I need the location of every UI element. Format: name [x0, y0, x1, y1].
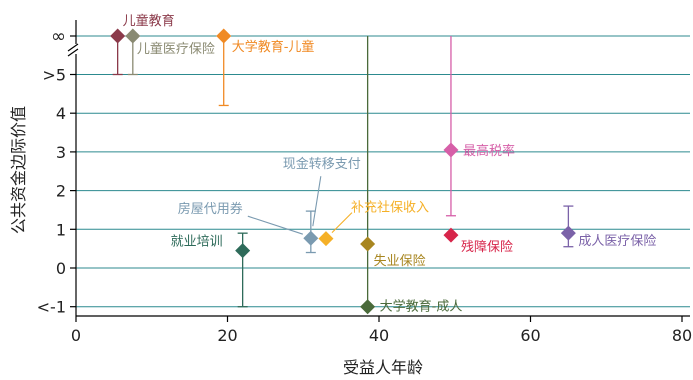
- leader-6: [331, 212, 353, 233]
- y-tick-label: ∞: [51, 26, 66, 47]
- marker-6: [318, 231, 334, 247]
- y-axis-label: 公共资金边际价值: [9, 106, 28, 234]
- marker-8: [360, 299, 376, 315]
- leader-5: [312, 176, 322, 227]
- marker-10: [443, 227, 459, 243]
- axis-break: [67, 43, 85, 57]
- marker-9: [443, 142, 459, 158]
- marker-1: [125, 28, 141, 44]
- point-label-3: 就业培训: [171, 234, 223, 250]
- point-label-8: 大学教育-成人: [380, 299, 463, 315]
- y-tick-label: >5: [42, 66, 66, 85]
- markers: [110, 28, 576, 315]
- x-axis-label: 受益人年龄: [343, 358, 423, 377]
- marker-7: [360, 236, 376, 252]
- point-label-10: 残障保险: [461, 240, 513, 255]
- x-tick-label: 40: [369, 326, 389, 345]
- y-tick-label: 3: [56, 143, 66, 162]
- point-label-1: 儿童医疗保险: [137, 41, 215, 57]
- y-tick-label: 1: [56, 220, 66, 239]
- marker-2: [216, 28, 232, 44]
- point-label-6: 补充社保收入: [351, 200, 429, 216]
- leader-lines: [247, 176, 353, 235]
- point-label-7: 失业保险: [374, 254, 426, 269]
- marker-0: [110, 28, 126, 44]
- point-label-2: 大学教育-儿童: [232, 39, 315, 55]
- marker-4: [303, 230, 319, 246]
- grid: [76, 35, 690, 308]
- x-tick-label: 20: [217, 326, 237, 345]
- x-tick-label: 0: [71, 326, 81, 345]
- axes: [67, 20, 690, 317]
- point-label-0: 儿童教育: [123, 13, 175, 29]
- y-tick-label: 0: [56, 259, 66, 278]
- point-label-9: 最高税率: [463, 143, 515, 159]
- leader-4: [247, 215, 303, 235]
- y-tick-label: 2: [56, 182, 66, 201]
- point-label-11: 成人医疗保险: [578, 234, 656, 249]
- marker-3: [235, 243, 251, 259]
- x-tick-label: 60: [520, 326, 540, 345]
- point-label-4: 房屋代用券: [178, 201, 243, 217]
- ticks: <-1 0 1 2 3 4 >5 ∞ 0 20 40 60 80: [37, 26, 693, 345]
- point-label-5: 现金转移支付: [283, 156, 361, 172]
- y-tick-label: <-1: [37, 298, 66, 317]
- marker-11: [560, 225, 576, 241]
- x-tick-label: 80: [672, 326, 692, 345]
- y-tick-label: 4: [56, 104, 66, 123]
